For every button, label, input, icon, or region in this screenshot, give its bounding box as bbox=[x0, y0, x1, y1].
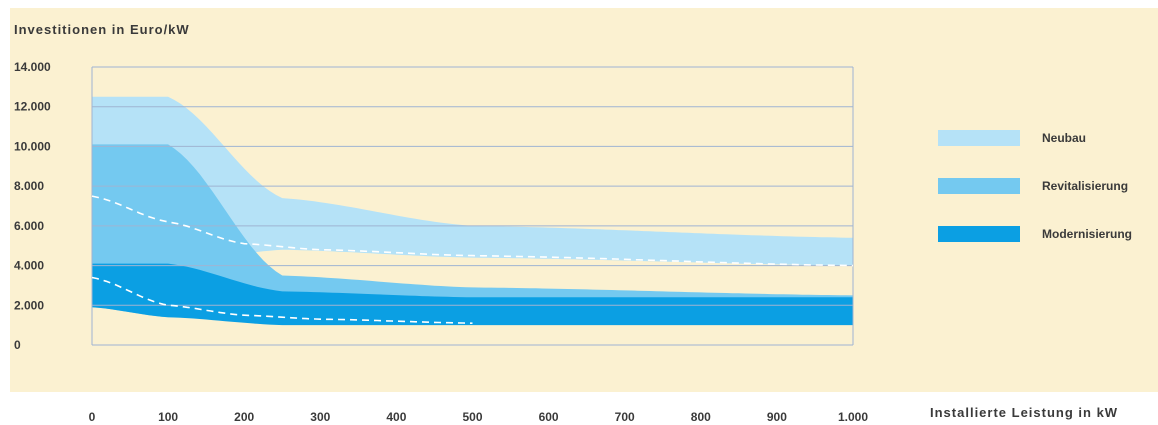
legend-swatch-modernisierung bbox=[938, 226, 1020, 242]
x-tick-label: 500 bbox=[462, 410, 482, 424]
y-tick-label: 4.000 bbox=[14, 259, 44, 273]
y-tick-label: 6.000 bbox=[14, 219, 44, 233]
x-tick-label: 1.000 bbox=[838, 410, 868, 424]
band-neubau bbox=[92, 96, 853, 266]
band-revitalisierung bbox=[92, 144, 853, 324]
band-modernisierung bbox=[92, 263, 853, 326]
y-tick-label: 2.000 bbox=[14, 298, 44, 312]
legend-label-revitalisierung: Revitalisierung bbox=[1042, 179, 1128, 193]
legend-swatch-neubau bbox=[938, 130, 1020, 146]
x-tick-label: 200 bbox=[234, 410, 254, 424]
y-tick-label: 14.000 bbox=[14, 60, 51, 74]
legend-label-modernisierung: Modernisierung bbox=[1042, 227, 1132, 241]
x-tick-label: 0 bbox=[89, 410, 96, 424]
y-tick-label: 10.000 bbox=[14, 139, 51, 153]
x-tick-label: 600 bbox=[539, 410, 559, 424]
x-tick-label: 100 bbox=[158, 410, 178, 424]
dashed-line-2 bbox=[91, 276, 473, 324]
dashed-line-1 bbox=[91, 195, 854, 267]
y-tick-label: 8.000 bbox=[14, 179, 44, 193]
x-tick-label: 900 bbox=[767, 410, 787, 424]
x-tick-label: 700 bbox=[615, 410, 635, 424]
legend-label-neubau: Neubau bbox=[1042, 131, 1086, 145]
x-tick-label: 800 bbox=[691, 410, 711, 424]
y-tick-label: 0 bbox=[14, 338, 21, 352]
x-tick-label: 400 bbox=[386, 410, 406, 424]
y-tick-label: 12.000 bbox=[14, 100, 51, 114]
x-tick-label: 300 bbox=[310, 410, 330, 424]
y-axis-label: Investitionen in Euro/kW bbox=[14, 22, 190, 37]
legend-swatch-revitalisierung bbox=[938, 178, 1020, 194]
x-axis-label: Installierte Leistung in kW bbox=[930, 405, 1119, 420]
